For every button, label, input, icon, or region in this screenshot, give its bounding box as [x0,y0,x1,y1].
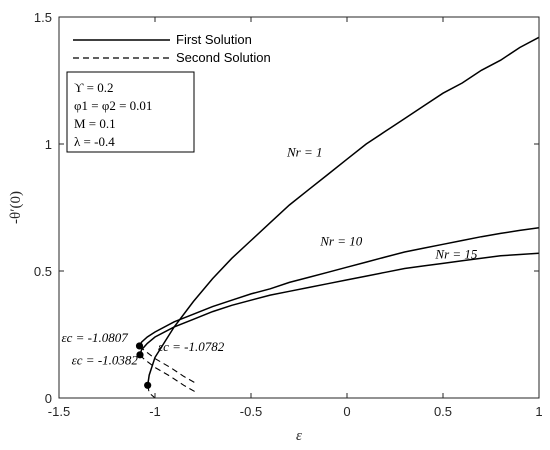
axis-ticks: -1.5 -1 -0.5 0 0.5 1 0 0.5 1 1.5 [34,10,543,419]
x-tick-label: 0.5 [434,404,452,419]
critical-point-label: εc = -1.0782 [158,339,225,354]
series-nr-15-dashed [139,354,198,394]
parameter-upsilon: ϒ = 0.2 [74,80,113,95]
curve-label: Nr = 10 [319,234,363,249]
y-tick-label: 0 [45,391,52,406]
curve-label: Nr = 15 [434,246,478,261]
y-tick-label: 1 [45,137,52,152]
x-axis-label: ε [296,428,302,444]
x-tick-label: 1 [535,404,542,419]
parameter-m: M = 0.1 [74,116,116,131]
series-nr-15-solid [139,252,540,356]
plot-frame [58,16,540,399]
critical-point-marker [144,381,152,389]
x-tick-label: -0.5 [240,404,262,419]
series-nr-1-solid [146,36,540,386]
x-tick-label: -1 [149,404,161,419]
parameter-lambda: λ = -0.4 [74,134,115,149]
legend: First Solution Second Solution [73,32,271,65]
critical-point-marker [136,351,144,359]
curve-labels: Nr = 1 Nr = 10 Nr = 15 [286,145,478,262]
y-axis-label: -θ′(0) [8,191,24,224]
critical-point-label: εc = -1.0382 [72,352,139,367]
critical-point-labels: εc = -1.0807 εc = -1.0782 εc = -1.0382 [62,330,225,367]
x-tick-label: 0 [343,404,350,419]
x-tick-label: -1.5 [48,404,70,419]
critical-point-marker [135,342,144,350]
curve-label: Nr = 1 [286,145,323,160]
legend-label-first: First Solution [176,32,252,47]
legend-label-second: Second Solution [176,50,271,65]
parameter-phi: φ1 = φ2 = 0.01 [74,98,152,113]
parameter-box: ϒ = 0.2 φ1 = φ2 = 0.01 M = 0.1 λ = -0.4 [66,71,195,153]
critical-point-label: εc = -1.0807 [62,330,129,345]
series-nr-10-solid [138,227,540,347]
parameter-box-frame [66,71,195,153]
y-tick-label: 1.5 [34,10,52,25]
y-tick-label: 0.5 [34,264,52,279]
plot-content [135,36,540,399]
